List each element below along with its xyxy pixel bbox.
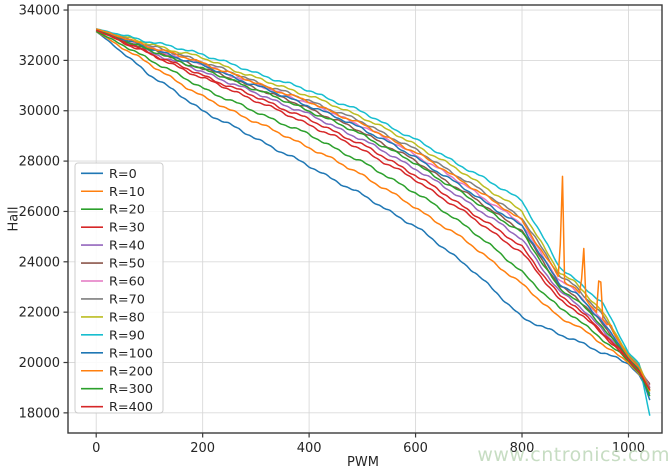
- series-line-R=0: [95, 30, 651, 395]
- x-axis-label: PWM: [347, 455, 379, 470]
- legend: R=0 R=10 R=20 R=30 R=40 R=50 R=60 R=70 R=80 R=90 R…: [74, 162, 164, 415]
- legend-label-R=400: R=400: [109, 400, 153, 415]
- series-line-R=400: [95, 29, 651, 391]
- series-line-R=90: [96, 28, 651, 416]
- plot-border: [67, 4, 663, 434]
- legend-label-R=100: R=100: [109, 346, 153, 361]
- x-tick-label: 0: [92, 441, 100, 456]
- y-tick-label: 28000: [19, 155, 60, 170]
- legend-label-R=0: R=0: [109, 167, 137, 182]
- y-tick-label: 34000: [19, 4, 60, 19]
- watermark: www.cntronics.com: [477, 444, 670, 466]
- legend-box: [74, 162, 164, 414]
- y-tick-label: 20000: [19, 356, 60, 371]
- legend-label-R=40: R=40: [109, 239, 145, 254]
- y-axis-label: Hall: [6, 206, 22, 232]
- series-line-R=100: [95, 29, 651, 401]
- series-line-R=50: [95, 29, 651, 385]
- legend-label-R=30: R=30: [109, 221, 145, 236]
- x-tick-label: 200: [190, 441, 215, 456]
- legend-label-R=90: R=90: [109, 328, 145, 343]
- tick-labels: 0 200 400 600 800 1000 18000 20000 22000 24000 260…: [19, 4, 645, 456]
- series-line-R=200: [95, 28, 651, 392]
- series-line-R=300: [95, 29, 651, 397]
- y-tick-label: 26000: [19, 205, 60, 220]
- y-tick-label: 30000: [19, 104, 60, 119]
- y-tick-label: 22000: [19, 306, 60, 321]
- legend-label-R=10: R=10: [109, 185, 145, 200]
- series-line-R=20: [95, 30, 651, 391]
- legend-label-R=20: R=20: [109, 203, 145, 218]
- legend-label-R=200: R=200: [109, 364, 153, 379]
- series-line-R=10: [95, 30, 651, 390]
- tick-marks: [63, 9, 630, 438]
- legend-label-R=50: R=50: [109, 257, 145, 272]
- x-tick-label: 1000: [612, 441, 645, 456]
- x-tick-label: 400: [297, 441, 322, 456]
- series-line-R=70: [95, 28, 651, 389]
- legend-label-R=80: R=80: [109, 310, 145, 325]
- series-line-R=40: [95, 29, 651, 389]
- y-tick-label: 32000: [19, 54, 60, 69]
- legend-label-R=300: R=300: [109, 382, 153, 397]
- legend-label-R=60: R=60: [109, 275, 145, 290]
- series-lines: [95, 28, 651, 416]
- legend-label-R=70: R=70: [109, 292, 145, 307]
- series-line-R=30: [95, 29, 651, 386]
- x-tick-label: 600: [403, 441, 428, 456]
- y-tick-label: 18000: [19, 406, 60, 421]
- x-tick-label: 800: [510, 441, 535, 456]
- series-line-R=80: [95, 28, 651, 392]
- y-tick-label: 24000: [19, 255, 60, 270]
